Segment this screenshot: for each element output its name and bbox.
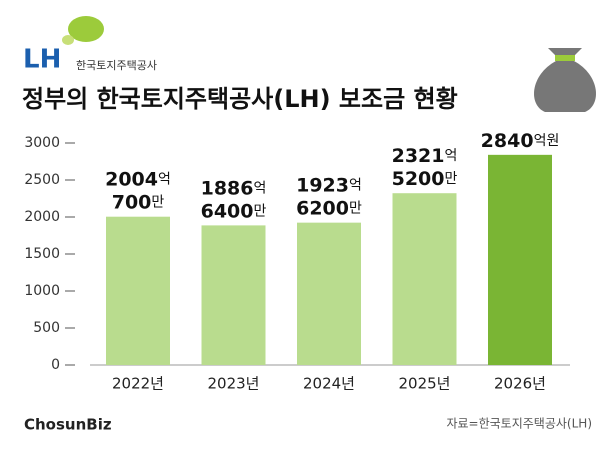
y-tick-label: 500 bbox=[33, 320, 60, 336]
value-label: 1923억 bbox=[296, 174, 362, 196]
bar bbox=[297, 222, 361, 365]
x-tick-label: 2022년 bbox=[112, 375, 164, 393]
logo-subtitle: 한국토지주택공사 bbox=[76, 59, 157, 72]
y-tick-label: 2000 bbox=[24, 209, 60, 225]
chart-title: 정부의 한국토지주택공사(LH) 보조금 현황 bbox=[22, 85, 458, 113]
bar bbox=[488, 154, 552, 365]
y-tick-label: 2500 bbox=[24, 172, 60, 188]
value-label: 1886억 bbox=[201, 177, 267, 199]
value-label: 2321억 bbox=[392, 145, 458, 167]
value-label: 2840억원 bbox=[481, 129, 560, 151]
bar bbox=[201, 225, 266, 365]
logo-leaf bbox=[68, 16, 104, 42]
value-label: 6200만 bbox=[296, 197, 362, 219]
bar bbox=[106, 216, 170, 365]
y-tick-label: 1500 bbox=[24, 246, 60, 262]
logo-dot bbox=[62, 35, 74, 45]
brand: ChosunBiz bbox=[24, 416, 112, 434]
x-tick-label: 2025년 bbox=[399, 375, 451, 393]
bar bbox=[392, 193, 457, 365]
value-label: 6400만 bbox=[201, 200, 267, 222]
x-tick-label: 2023년 bbox=[208, 375, 260, 393]
value-label: 700만 bbox=[112, 191, 165, 213]
logo: LH bbox=[23, 45, 61, 75]
value-label: 2004억 bbox=[105, 168, 171, 190]
x-tick-label: 2024년 bbox=[303, 375, 355, 393]
value-label: 5200만 bbox=[392, 168, 458, 190]
source: 자료=한국토지주택공사(LH) bbox=[446, 417, 592, 431]
money-bag-icon bbox=[534, 48, 596, 112]
y-tick-label: 3000 bbox=[24, 135, 60, 151]
y-tick-label: 1000 bbox=[24, 283, 60, 299]
y-tick-label: 0 bbox=[51, 357, 60, 373]
x-tick-label: 2026년 bbox=[494, 375, 546, 393]
